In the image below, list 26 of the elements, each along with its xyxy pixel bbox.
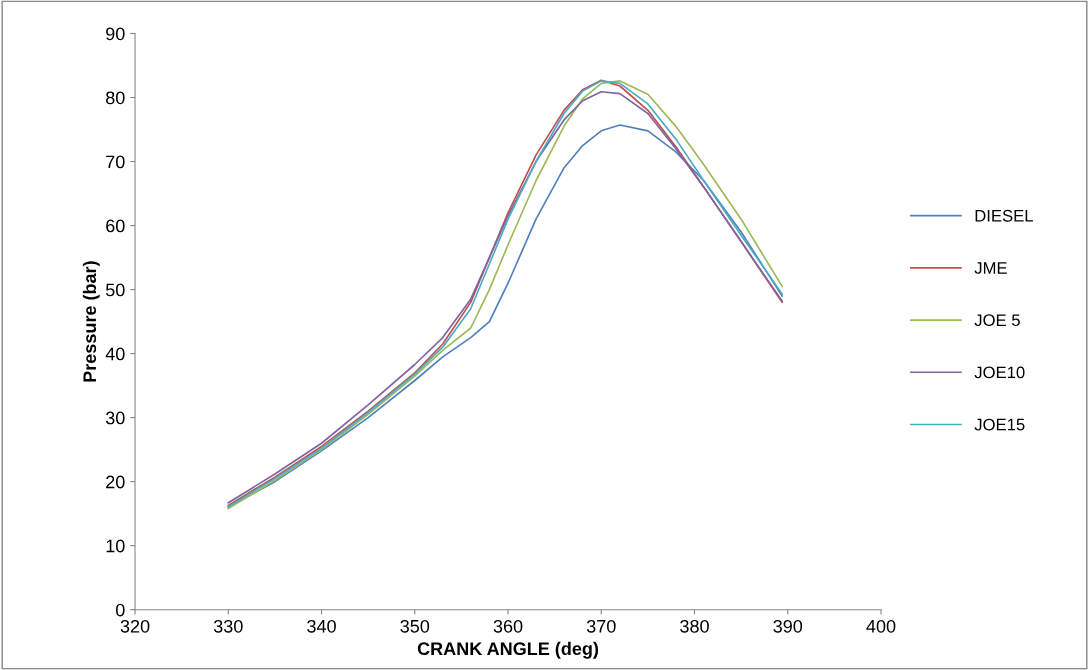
y-tick-label: 80: [106, 91, 125, 105]
y-tick-label: 50: [105, 283, 125, 297]
x-tick-label: 350: [400, 619, 430, 633]
legend-label: JME: [974, 262, 1007, 274]
x-tick-label: 390: [773, 619, 803, 633]
y-tick-label: 30: [105, 411, 125, 425]
y-tick-label: 70: [106, 155, 125, 169]
x-tick-label: 360: [493, 619, 523, 633]
legend-label: JOE 5: [974, 314, 1020, 327]
y-tick-label: 10: [106, 539, 125, 553]
y-tick-label: 40: [105, 347, 125, 361]
legend-label: JOE10: [974, 366, 1025, 379]
x-tick-label: 330: [213, 619, 243, 633]
x-tick-label: 380: [680, 619, 709, 633]
y-tick-label: 0: [115, 603, 125, 617]
x-tick-label: 340: [307, 619, 336, 633]
y-tick-label: 20: [106, 475, 125, 489]
y-tick-label: 90: [106, 27, 125, 41]
y-axis-title: Pressure (bar): [82, 261, 100, 382]
y-tick-label: 60: [106, 219, 125, 233]
legend-label: JOE15: [974, 418, 1025, 431]
x-tick-label: 320: [120, 619, 150, 633]
x-tick-label: 400: [866, 619, 896, 633]
x-tick-label: 370: [586, 619, 616, 633]
x-axis-title: CRANK ANGLE (deg): [417, 641, 599, 659]
legend-label: DIESEL: [975, 209, 1033, 222]
